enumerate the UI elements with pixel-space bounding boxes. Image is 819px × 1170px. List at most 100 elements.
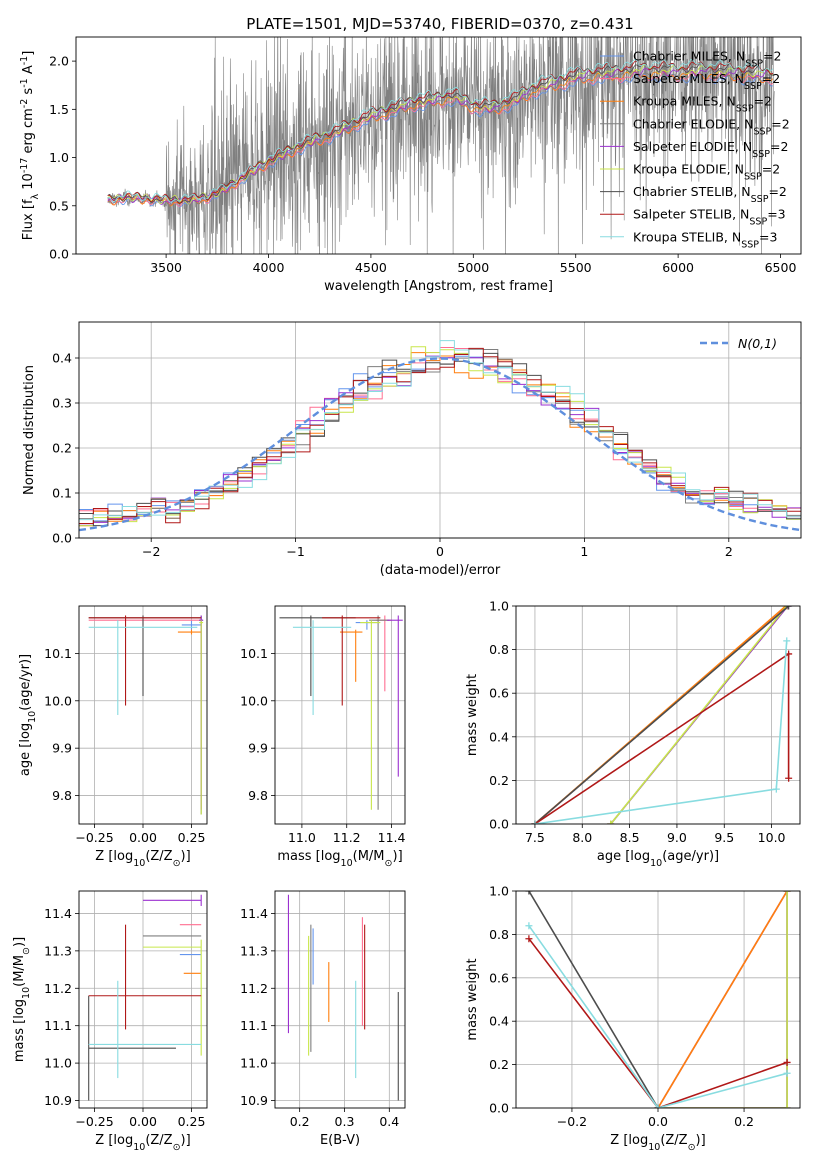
- x-tick-label: 0.00: [129, 1114, 157, 1129]
- axes-decoration: 0.2 0.3 0.4 10.9 11.0 11.1 11.2 11.3 11.4 E(B-V): [240, 890, 406, 1148]
- x-tick-label: −0.25: [75, 1114, 113, 1129]
- mass-weight-marker: [772, 785, 780, 793]
- y-tick-label: 0.4: [489, 729, 509, 744]
- mass-weight-marker: [525, 935, 533, 943]
- y-tick-label: 9.8: [248, 788, 268, 803]
- errorbar-point: [88, 995, 176, 1101]
- y-tick-label: 11.3: [240, 943, 268, 958]
- y-tick-label: 0.6: [489, 970, 509, 985]
- y-tick-label: 10.9: [240, 1093, 268, 1108]
- y-tick-label: 1.0: [489, 599, 509, 614]
- weight-vs-metallicity-panel: −0.2 0.0 0.2 0.0 0.2 0.4 0.6 0.8 1.0 Z [log10(Z/Z…: [465, 884, 801, 1153]
- y-tick-label: 0.4: [489, 1014, 509, 1029]
- mass-weight-marker: [783, 891, 791, 895]
- y-axis-label: mass weight: [465, 674, 480, 756]
- mass-weight-marker: [783, 637, 791, 645]
- axes-decoration: 7.5 8.0 8.5 9.0 9.5 10.0 0.0 0.2 0.4 0.6 0.8 1.0 age…: [465, 599, 801, 869]
- y-tick-label: 0.1: [52, 486, 72, 501]
- x-tick-label: 8.0: [572, 830, 592, 845]
- plot-area: [279, 615, 403, 810]
- y-tick-label: 9.9: [52, 741, 72, 756]
- y-tick-label: 1.0: [49, 150, 69, 165]
- errorbar-point: [88, 615, 202, 625]
- y-tick-label: 10.9: [44, 1093, 72, 1108]
- y-tick-label: 0.0: [489, 817, 509, 832]
- gridlines: [516, 890, 800, 1109]
- mass-weight-marker: [785, 774, 793, 782]
- model-spectrum-line: [107, 61, 773, 204]
- errorbar-point: [292, 620, 352, 715]
- errorbar-point: [177, 629, 202, 635]
- mass-weight-line: [528, 891, 659, 1108]
- y-tick-label: 10.1: [240, 646, 268, 661]
- errorbar-point: [387, 615, 403, 777]
- x-tick-label: 0.25: [178, 1114, 206, 1129]
- y-tick-label: 0.8: [489, 927, 509, 942]
- legend-label: Chabrier MILES, NSSP=2: [633, 49, 781, 70]
- y-tick-label: 10.1: [44, 646, 72, 661]
- y-tick-label: 11.2: [44, 981, 72, 996]
- plot-area: [88, 615, 204, 815]
- mass-weight-line: [528, 938, 788, 1108]
- errorbar-point: [181, 620, 202, 630]
- y-tick-label: 0.4: [52, 351, 72, 366]
- x-axis-label: Z [log10(Z/Z⊙)]: [95, 849, 190, 869]
- mass-vs-ebv-panel: 0.2 0.3 0.4 10.9 11.0 11.1 11.2 11.3 11.4 E(B-V): [240, 890, 406, 1148]
- plot-area: [287, 894, 399, 1101]
- errorbar-point: [143, 894, 202, 906]
- y-tick-label: 1.5: [49, 102, 69, 117]
- x-tick-label: 0.2: [290, 1114, 310, 1129]
- residual-histogram-steps: [79, 352, 801, 527]
- axes-frame: [75, 36, 802, 255]
- x-tick-label: 0.4: [379, 1114, 399, 1129]
- mass-weight-marker: [783, 1069, 791, 1077]
- errorbar-point: [322, 615, 381, 706]
- errorbar-point: [360, 620, 381, 810]
- axes-frame: [274, 605, 406, 825]
- x-tick-label: 0.3: [335, 1114, 355, 1129]
- errorbar-point: [369, 615, 390, 810]
- mass-weight-marker: [525, 891, 533, 895]
- y-tick-label: 0.2: [52, 441, 72, 456]
- errorbar-point: [143, 939, 202, 1056]
- mass-weight-line: [534, 640, 788, 824]
- y-tick-label: 9.8: [52, 788, 72, 803]
- errorbar-point: [340, 629, 363, 682]
- legend-label: Chabrier STELIB, NSSP=2: [633, 184, 787, 205]
- axes-decoration: −0.2 0.0 0.2 0.0 0.2 0.4 0.6 0.8 1.0 Z [log10(Z/Z…: [465, 884, 801, 1153]
- age-vs-mass-panel: 11.0 11.2 11.4 9.8 9.9 10.0 10.1 mass [log10(M/…: [240, 605, 406, 869]
- y-axis-label: mass [log10(M/M⊙)]: [12, 937, 32, 1062]
- axes-frame: [274, 890, 406, 1109]
- y-tick-label: 2.0: [49, 54, 69, 69]
- errorbar-point: [88, 620, 198, 715]
- mass-weight-marker: [654, 1104, 662, 1108]
- axes-decoration: −2 −1 0 1 2 0.0 0.1 0.2 0.3 0.4 (data-model)/error…: [22, 321, 802, 578]
- y-tick-label: 11.4: [44, 906, 72, 921]
- spectrum-panel: 3500 4000 4500 5000 5500 6000 6500 0.0 0.5 1.0 1.5…: [19, 36, 802, 294]
- mass-weight-line: [528, 925, 788, 1108]
- x-tick-label: −0.2: [557, 1114, 587, 1129]
- weight-vs-age-panel: 7.5 8.0 8.5 9.0 9.5 10.0 0.0 0.2 0.4 0.6 0.8 1.0 age…: [465, 599, 801, 869]
- observed-spectrum-line: [107, 37, 775, 254]
- y-tick-label: 11.0: [240, 1056, 268, 1071]
- x-axis-label: (data-model)/error: [380, 563, 501, 578]
- y-tick-label: 0.0: [52, 531, 72, 546]
- normal-distribution-curve: [79, 357, 801, 532]
- residual-histogram-panel: −2 −1 0 1 2 0.0 0.1 0.2 0.3 0.4 (data-model)/error…: [22, 321, 802, 578]
- legend-label: Kroupa MILES, NSSP=2: [633, 94, 772, 115]
- x-tick-label: 8.5: [620, 830, 640, 845]
- residual-legend: N(0,1): [700, 336, 777, 351]
- y-tick-label: 0.2: [489, 1057, 509, 1072]
- axes-decoration: −0.25 0.00 0.25 10.9 11.0 11.1 11.2 11.3 11.4 Z […: [12, 890, 208, 1153]
- x-tick-label: 0.25: [178, 830, 206, 845]
- y-tick-label: 9.9: [248, 741, 268, 756]
- y-tick-label: 0.5: [49, 198, 69, 213]
- x-axis-label: mass [log10(M/M⊙)]: [277, 849, 402, 869]
- mass-weight-line: [657, 891, 788, 1108]
- x-axis-label: Z [log10(Z/Z⊙)]: [610, 1133, 705, 1153]
- legend-label: N(0,1): [738, 336, 777, 351]
- mass-vs-metallicity-panel: −0.25 0.00 0.25 10.9 11.0 11.1 11.2 11.3 11.4 Z […: [12, 890, 208, 1153]
- plot-area: [107, 37, 775, 254]
- x-tick-label: 0: [436, 544, 444, 559]
